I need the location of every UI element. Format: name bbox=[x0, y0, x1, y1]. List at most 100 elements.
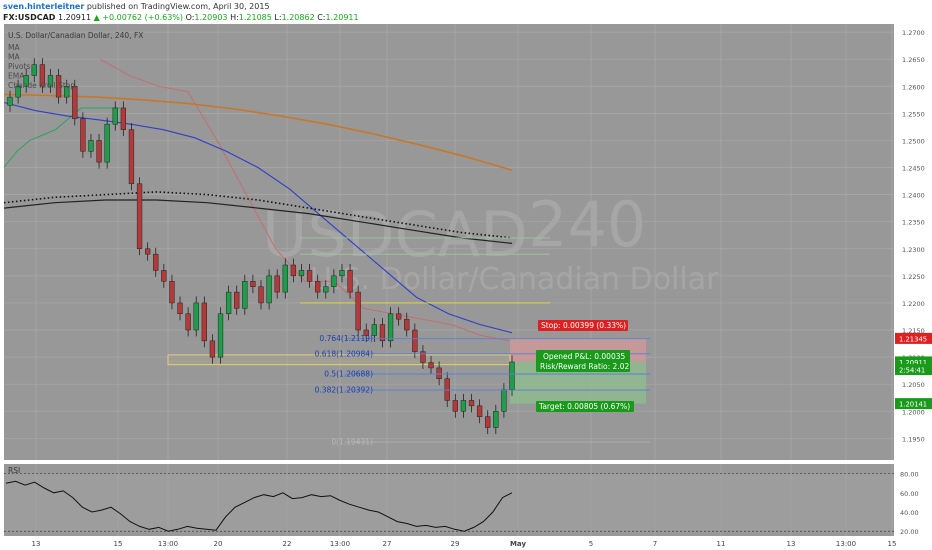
pnl-badge bbox=[536, 350, 630, 372]
price-badge bbox=[895, 364, 932, 376]
indicator-name[interactable]: EMA bbox=[8, 72, 25, 81]
candle-body bbox=[460, 400, 467, 412]
price-badge bbox=[895, 356, 932, 368]
position-tool[interactable]: Stop: 0.00399 (0.33%) Opened P&L: 0.0003… bbox=[536, 320, 634, 412]
open-value: 1.20903 bbox=[194, 13, 228, 22]
publish-info: sven.hinterleitner published on TradingV… bbox=[3, 1, 270, 13]
rsi-line bbox=[5, 480, 513, 532]
fib-highlight-fill bbox=[168, 358, 510, 365]
price-chart[interactable]: USDCAD 240 U.S. Dollar/Canadian Dollar 0… bbox=[0, 24, 932, 550]
time-tick-label: 13 bbox=[32, 540, 41, 548]
rsi-pane[interactable] bbox=[4, 464, 894, 536]
pane-labels: U.S. Dollar/Canadian Dollar, 240, FX bbox=[8, 31, 143, 40]
candle-body bbox=[136, 183, 143, 250]
stop-label: Stop: 0.00399 (0.33%) bbox=[541, 321, 626, 330]
indicator-name[interactable]: MA bbox=[8, 43, 20, 52]
time-axis[interactable]: 13 15 13:00 20 22 13:00 27 29 May 5 7 11 13 13:00 15 bbox=[32, 540, 897, 548]
candle-body bbox=[258, 286, 264, 304]
candle-body bbox=[412, 329, 418, 352]
author-name[interactable]: sven.hinterleitner bbox=[3, 2, 85, 11]
time-tick-label: May bbox=[510, 540, 526, 548]
change-arrow-icon: ▲ bbox=[93, 13, 100, 22]
price-tick-label: 1.2300 bbox=[902, 246, 925, 254]
candle-body bbox=[7, 96, 13, 106]
risk-reward-label: Risk/Reward Ratio: 2.02 bbox=[540, 362, 629, 371]
candle-body bbox=[185, 313, 191, 331]
time-tick-label: 22 bbox=[283, 540, 292, 548]
price-tick-label: 1.2200 bbox=[902, 300, 925, 308]
candle-body bbox=[468, 400, 475, 407]
price-tick-label: 1.2150 bbox=[902, 327, 925, 335]
rsi-tick-label: 20.00 bbox=[900, 528, 919, 536]
time-tick-label: 13:00 bbox=[330, 540, 350, 548]
candle-body bbox=[501, 389, 507, 412]
price-tick-label: 1.2050 bbox=[902, 381, 925, 389]
watermark-symbol: USDCAD bbox=[262, 198, 528, 271]
time-tick-label: 13:00 bbox=[836, 540, 856, 548]
price-badge bbox=[895, 398, 932, 410]
price-tick-label: 1.2600 bbox=[902, 83, 925, 91]
candle-body bbox=[177, 302, 183, 315]
rsi-indicator: RSI 80.00 60.00 40.00 20.00 bbox=[4, 466, 919, 536]
candle-body bbox=[72, 86, 78, 120]
candle-body bbox=[96, 140, 102, 163]
price-tick-label: 1.2400 bbox=[902, 192, 925, 200]
candle-body bbox=[169, 281, 175, 304]
candle-body bbox=[395, 313, 402, 320]
candle-body bbox=[242, 281, 248, 309]
candle-body bbox=[234, 291, 240, 309]
last-price: 1.20911 bbox=[57, 13, 92, 22]
candle-body bbox=[363, 329, 369, 336]
high-label: H: bbox=[230, 13, 239, 22]
ema-orange-line bbox=[3, 93, 513, 171]
candle-body bbox=[355, 291, 361, 331]
price-tick-label: 1.2250 bbox=[902, 273, 925, 281]
candle-body bbox=[47, 75, 54, 87]
indicator-lines bbox=[3, 58, 550, 342]
indicator-name[interactable]: MA bbox=[8, 53, 20, 62]
candle-body bbox=[298, 270, 305, 277]
price-tick-label: 1.2650 bbox=[902, 56, 925, 64]
rsi-band bbox=[4, 473, 894, 532]
watermark-interval: 240 bbox=[528, 188, 646, 261]
candle-body bbox=[404, 318, 410, 331]
fib-highlight-zone bbox=[167, 354, 511, 366]
candle-body bbox=[420, 351, 426, 363]
chande-stop-line bbox=[3, 107, 120, 168]
candle-body bbox=[144, 248, 151, 255]
price-tick-label: 1.2450 bbox=[902, 165, 925, 173]
high-value: 1.21085 bbox=[238, 13, 272, 22]
candle-body bbox=[282, 264, 288, 293]
indicator-name[interactable]: Chande Kroll Stop bbox=[8, 81, 75, 90]
grid bbox=[4, 24, 894, 536]
time-tick-label: 13:00 bbox=[158, 540, 178, 548]
candle-body bbox=[201, 302, 207, 342]
candle-body bbox=[88, 140, 94, 152]
low-value: 1.20862 bbox=[281, 13, 315, 22]
candle-body bbox=[347, 270, 353, 293]
candle-body bbox=[387, 313, 394, 342]
price-badge-label: 1.20141 bbox=[899, 401, 927, 409]
candle-body bbox=[225, 291, 232, 315]
candle-body bbox=[55, 75, 62, 98]
candle-body bbox=[339, 270, 345, 277]
candle-body bbox=[476, 405, 483, 417]
time-tick-label: 5 bbox=[589, 540, 593, 548]
price-tick-label: 1.2350 bbox=[902, 219, 925, 227]
time-tick-label: 27 bbox=[383, 540, 392, 548]
candle-body bbox=[112, 107, 118, 125]
time-tick-label: 13 bbox=[787, 540, 796, 548]
published-text: published on TradingView.com, April 30, … bbox=[86, 2, 270, 11]
time-tick-label: 29 bbox=[451, 540, 460, 548]
watermark-name: U.S. Dollar/Canadian Dollar bbox=[310, 262, 719, 297]
time-tick-label: 15 bbox=[114, 540, 123, 548]
candle-body bbox=[485, 416, 491, 428]
indicator-name[interactable]: Pivots bbox=[8, 62, 30, 71]
fib-level-label: 0(1.19431) bbox=[331, 438, 373, 447]
stop-badge bbox=[538, 320, 628, 331]
close-label: C: bbox=[317, 13, 326, 22]
candle-body bbox=[493, 411, 499, 428]
candle-body bbox=[80, 118, 86, 152]
